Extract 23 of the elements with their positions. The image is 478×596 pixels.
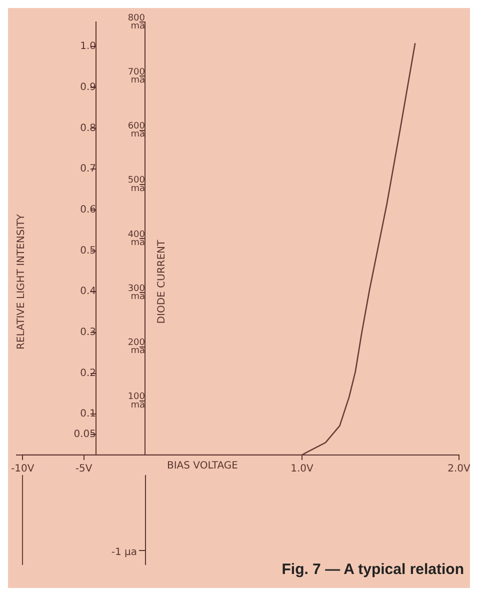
x-tick-label: -5V [75, 464, 92, 475]
y2-tick-label: 400 ma [128, 230, 146, 248]
y2-tick-label: 800 ma [128, 13, 146, 32]
y-tick-label: 0.1 [80, 408, 96, 420]
y-tick-label: 0.3 [80, 327, 96, 338]
x-tick-label: -10V [10, 464, 34, 475]
x-axis-title: BIAS VOLTAGE [167, 460, 238, 472]
x-tick-label: 1.0V [290, 464, 314, 475]
x-tick-label: 2.0V [448, 464, 471, 475]
y2-tick-label: 300 ma [128, 284, 146, 302]
y2-tick-label: 700 ma [128, 67, 146, 86]
y2-tick-label: 100 ma [128, 392, 146, 410]
y-axis-title: RELATIVE LIGHT INTENSITY [16, 213, 28, 350]
text: -1 μa [111, 547, 137, 558]
caption: Fig. 7 — A typical relation [282, 561, 464, 578]
y2-tick-label: 600 ma [128, 122, 146, 140]
y2-tick-label: 500 ma [128, 176, 146, 194]
y-tick-label: 0.5 [80, 245, 96, 256]
y-tick-label: 0.05 [74, 429, 96, 440]
y-tick-label: 0.2 [80, 368, 96, 379]
y2-tick-label: 200 ma [128, 338, 146, 356]
y2-axis-title: DIODE CURRENT [156, 239, 168, 324]
y-tick-label: 0.7 [80, 164, 96, 175]
